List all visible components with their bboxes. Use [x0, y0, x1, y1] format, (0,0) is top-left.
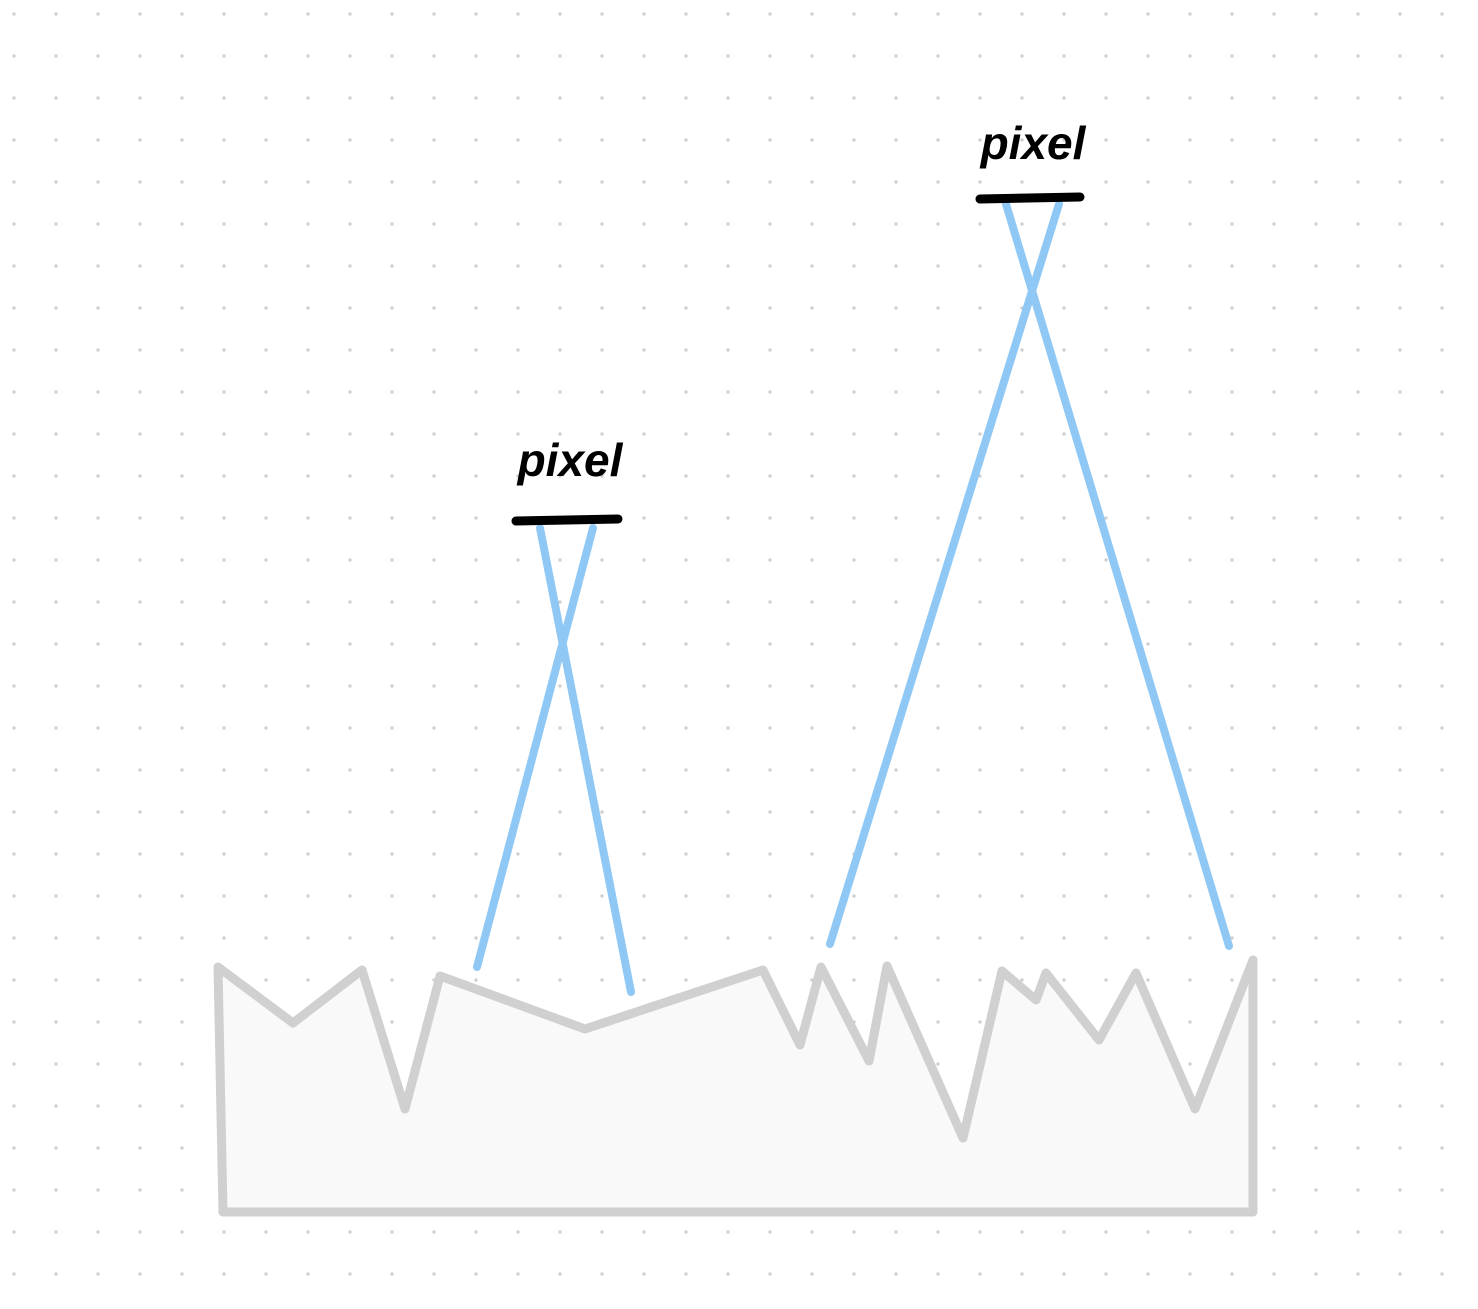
pixel-bar-near — [511, 514, 623, 526]
ray-near-left — [536, 524, 635, 996]
ray-near-right — [473, 524, 597, 971]
pixel-label-far: pixel — [979, 117, 1087, 169]
ray-far-left — [1002, 200, 1233, 950]
ray-far-right — [826, 200, 1063, 948]
pixel-bar-far — [975, 192, 1085, 204]
terrain-surface — [213, 955, 1258, 1217]
pixel-label-near: pixel — [516, 434, 624, 486]
